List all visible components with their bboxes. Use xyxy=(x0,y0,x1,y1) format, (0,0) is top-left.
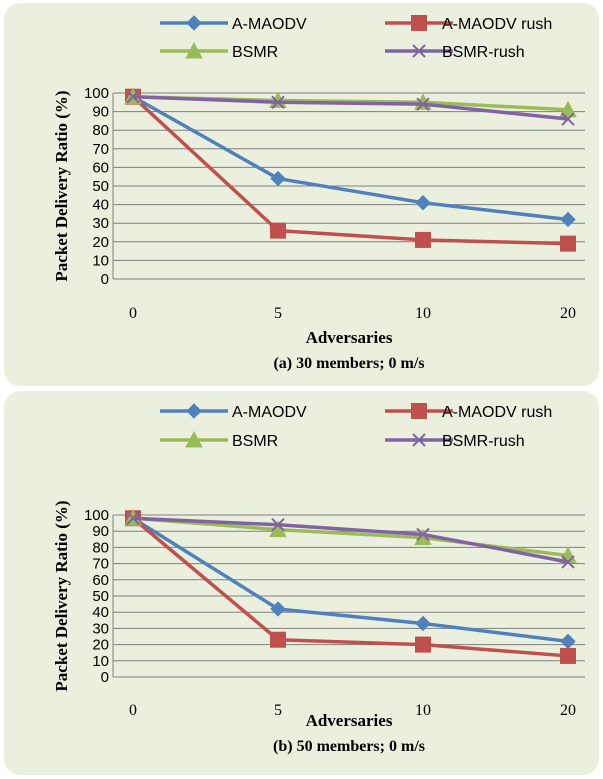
data-point xyxy=(561,112,575,126)
y-axis-title: Packet Delivery Ratio (%) xyxy=(52,90,71,281)
data-point xyxy=(415,231,431,248)
legend-marker xyxy=(412,433,426,447)
legend-marker xyxy=(412,44,426,58)
legend-marker xyxy=(185,41,203,59)
y-tick-label: 10 xyxy=(92,252,109,269)
x-tick-label: 0 xyxy=(129,702,137,719)
y-tick-label: 100 xyxy=(84,507,109,524)
data-point xyxy=(415,615,431,632)
data-point xyxy=(560,235,576,252)
y-tick-label: 50 xyxy=(92,588,109,605)
y-tick-label: 40 xyxy=(92,604,109,621)
legend-marker xyxy=(411,15,427,31)
data-point xyxy=(560,211,576,228)
y-tick-label: 80 xyxy=(92,539,109,556)
series-line xyxy=(132,94,569,121)
legend-label: A-MAODV rush xyxy=(442,16,552,33)
y-tick-label: 60 xyxy=(92,159,109,176)
y-tick-label: 70 xyxy=(92,556,109,573)
data-point xyxy=(416,527,430,542)
data-point xyxy=(126,90,140,104)
legend-marker xyxy=(185,430,203,448)
chart-caption: (a) 30 members; 0 m/s xyxy=(273,355,424,372)
y-tick-label: 100 xyxy=(84,85,109,102)
legend-label: A-MAODV xyxy=(232,16,307,33)
series-line xyxy=(132,516,569,564)
data-point xyxy=(560,633,576,650)
chart-panel-b xyxy=(4,391,599,775)
data-point xyxy=(271,518,285,532)
legend-label: BSMR xyxy=(232,433,278,450)
x-tick-label: 20 xyxy=(560,702,576,719)
x-tick-label: 20 xyxy=(560,305,576,322)
series-line xyxy=(132,95,569,222)
legend-label: BSMR-rush xyxy=(442,433,525,450)
y-tick-label: 80 xyxy=(92,122,109,139)
x-tick-label: 5 xyxy=(274,702,282,719)
y-tick-label: 70 xyxy=(92,141,109,158)
x-tick-label: 10 xyxy=(415,305,431,322)
x-axis-title: Adversaries xyxy=(306,711,393,730)
y-tick-label: 30 xyxy=(92,620,109,637)
legend-label: BSMR xyxy=(232,44,278,61)
x-tick-label: 5 xyxy=(274,305,282,322)
legend-label: A-MAODV xyxy=(232,404,307,421)
y-tick-label: 0 xyxy=(101,271,109,288)
y-tick-label: 30 xyxy=(92,215,109,232)
y-tick-label: 40 xyxy=(92,197,109,214)
legend-marker xyxy=(411,403,427,419)
data-point xyxy=(415,636,431,653)
data-point xyxy=(416,97,430,111)
data-point xyxy=(415,195,431,211)
data-point xyxy=(270,631,286,648)
y-tick-label: 10 xyxy=(92,653,109,670)
y-tick-label: 20 xyxy=(92,637,109,654)
x-tick-label: 0 xyxy=(129,305,137,322)
series-line xyxy=(131,516,569,658)
data-point xyxy=(270,601,286,617)
y-tick-label: 50 xyxy=(92,178,109,195)
y-tick-label: 0 xyxy=(101,669,109,686)
data-point xyxy=(560,647,576,664)
legend-label: A-MAODV rush xyxy=(442,404,552,421)
legend-marker xyxy=(186,403,202,419)
chart-panel-a xyxy=(4,3,599,386)
series-line xyxy=(131,95,569,246)
y-tick-label: 20 xyxy=(92,234,109,251)
x-tick-label: 10 xyxy=(415,702,431,719)
y-tick-label: 90 xyxy=(92,104,109,121)
series-line xyxy=(132,516,569,644)
y-tick-label: 90 xyxy=(92,523,109,540)
data-point xyxy=(559,100,577,118)
legend-marker xyxy=(186,15,202,31)
y-axis-title: Packet Delivery Ratio (%) xyxy=(52,500,71,691)
data-point xyxy=(271,95,285,110)
data-point xyxy=(270,222,286,239)
chart-caption: (b) 50 members; 0 m/s xyxy=(273,738,425,755)
x-axis-title: Adversaries xyxy=(306,328,393,347)
data-point xyxy=(561,555,575,569)
data-point xyxy=(126,511,140,525)
y-tick-label: 60 xyxy=(92,572,109,589)
legend-label: BSMR-rush xyxy=(442,44,525,61)
data-point xyxy=(270,170,286,187)
